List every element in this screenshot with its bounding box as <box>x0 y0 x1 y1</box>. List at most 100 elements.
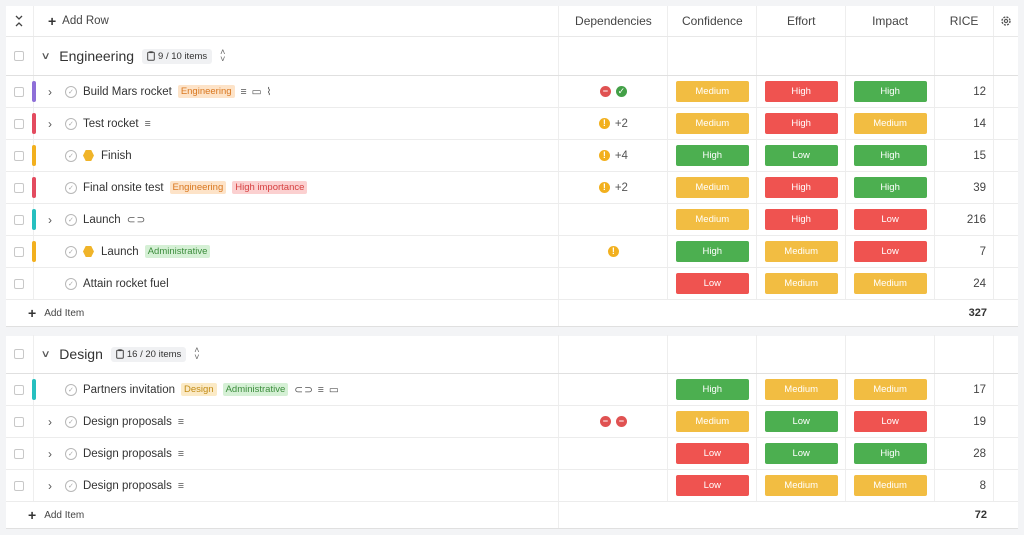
confidence-badge[interactable]: Medium <box>675 411 749 432</box>
tag-badge[interactable]: Administrative <box>144 245 211 258</box>
chevron-down-icon[interactable]: ∨ <box>40 348 51 360</box>
add-row-button[interactable]: + Add Row <box>34 14 109 28</box>
dependencies-cell[interactable]: ! <box>607 246 619 257</box>
chevron-right-icon[interactable]: › <box>47 84 52 99</box>
confidence-badge[interactable]: Low <box>675 273 749 294</box>
status-circle-icon[interactable]: ✓ <box>64 245 77 258</box>
table-row[interactable]: ✓ Attain rocket fuel Low Medium Medium 2… <box>6 268 1018 300</box>
check-icon[interactable]: ✓ <box>615 86 627 97</box>
blocked-icon[interactable]: − <box>599 86 611 97</box>
status-circle-icon[interactable]: ✓ <box>64 213 77 226</box>
status-circle-icon[interactable]: ✓ <box>64 181 77 194</box>
row-checkbox[interactable] <box>14 182 25 193</box>
table-row[interactable]: › ✓ Design proposals ≡ Low Low High 28 <box>6 438 1018 470</box>
chevron-right-icon[interactable]: › <box>47 446 52 461</box>
table-row[interactable]: › ✓ Design proposals ≡ Low Medium Medium … <box>6 470 1018 502</box>
gear-icon[interactable] <box>994 6 1018 36</box>
effort-badge[interactable]: High <box>764 177 838 198</box>
group-checkbox[interactable] <box>14 51 25 61</box>
row-checkbox[interactable] <box>14 246 25 257</box>
blocked-icon[interactable]: − <box>599 416 611 427</box>
impact-badge[interactable]: High <box>853 177 927 198</box>
chevron-right-icon[interactable]: › <box>47 212 52 227</box>
effort-badge[interactable]: Medium <box>764 241 838 262</box>
impact-badge[interactable]: Low <box>853 209 927 230</box>
warning-icon[interactable]: ! <box>598 182 610 193</box>
table-row[interactable]: › ✓ Build Mars rocket Engineering ≡ ▭ ⌇ − ✓… <box>6 76 1018 108</box>
column-header-effort[interactable]: Effort <box>757 6 847 36</box>
column-header-impact[interactable]: Impact <box>846 6 936 36</box>
tag-badge[interactable]: Administrative <box>222 383 289 396</box>
item-title[interactable]: Finish <box>100 149 132 162</box>
confidence-badge[interactable]: Low <box>675 443 749 464</box>
status-circle-icon[interactable]: ✓ <box>64 277 77 290</box>
effort-badge[interactable]: High <box>764 81 838 102</box>
dependency-more[interactable]: +4 <box>614 149 628 162</box>
item-title[interactable]: Design proposals <box>82 415 172 428</box>
row-checkbox[interactable] <box>14 384 25 395</box>
warning-icon[interactable]: ! <box>598 118 610 129</box>
tag-badge[interactable]: Engineering <box>169 181 227 194</box>
confidence-badge[interactable]: High <box>675 241 749 262</box>
chevron-right-icon[interactable]: › <box>47 414 52 429</box>
confidence-badge[interactable]: High <box>675 145 749 166</box>
confidence-badge[interactable]: Medium <box>675 81 749 102</box>
confidence-badge[interactable]: High <box>675 379 749 400</box>
status-circle-icon[interactable]: ✓ <box>64 117 77 130</box>
table-row[interactable]: ✓ Launch Administrative ! High Medium Low… <box>6 236 1018 268</box>
warning-icon[interactable]: ! <box>598 150 610 161</box>
column-header-rice[interactable]: RICE <box>935 6 994 36</box>
impact-badge[interactable]: Low <box>853 241 927 262</box>
dependencies-cell[interactable]: ! +2 <box>598 118 628 130</box>
impact-badge[interactable]: Low <box>853 411 927 432</box>
column-header-confidence[interactable]: Confidence <box>668 6 758 36</box>
effort-badge[interactable]: Medium <box>764 475 838 496</box>
impact-badge[interactable]: Medium <box>853 379 927 400</box>
impact-badge[interactable]: High <box>853 81 927 102</box>
dependencies-cell[interactable]: ! +4 <box>598 149 628 162</box>
dependency-more[interactable]: +2 <box>614 181 628 194</box>
status-circle-icon[interactable]: ✓ <box>64 383 77 396</box>
row-checkbox[interactable] <box>14 150 25 161</box>
row-checkbox[interactable] <box>14 214 25 225</box>
table-row[interactable]: › ✓ Launch ⊂⊃ Medium High Low 216 <box>6 204 1018 236</box>
dependencies-cell[interactable]: − ✓ <box>599 86 627 97</box>
item-title[interactable]: Partners invitation <box>82 383 176 396</box>
impact-badge[interactable]: High <box>853 443 927 464</box>
chevron-right-icon[interactable]: › <box>47 116 52 131</box>
add-item-button[interactable]: + Add Item <box>6 508 84 522</box>
row-checkbox[interactable] <box>14 448 25 459</box>
table-row[interactable]: › ✓ Design proposals ≡ − − Medium Low Low … <box>6 406 1018 438</box>
column-header-dependencies[interactable]: Dependencies <box>559 6 669 36</box>
item-title[interactable]: Build Mars rocket <box>82 85 172 98</box>
confidence-badge[interactable]: Medium <box>675 177 749 198</box>
table-row[interactable]: ✓ Finish ! +4 High Low High 15 <box>6 140 1018 172</box>
status-circle-icon[interactable]: ✓ <box>64 479 77 492</box>
dependencies-cell[interactable]: ! +2 <box>598 181 628 194</box>
chevron-down-icon[interactable]: ∨ <box>40 50 51 62</box>
effort-badge[interactable]: Low <box>764 411 838 432</box>
impact-badge[interactable]: Medium <box>853 113 927 134</box>
warning-icon[interactable]: ! <box>607 246 619 257</box>
effort-badge[interactable]: High <box>764 209 838 230</box>
add-item-button[interactable]: + Add Item <box>6 306 84 320</box>
confidence-badge[interactable]: Medium <box>675 113 749 134</box>
tag-badge[interactable]: Design <box>181 383 217 396</box>
row-checkbox[interactable] <box>14 278 25 289</box>
impact-badge[interactable]: Medium <box>853 475 927 496</box>
dependencies-cell[interactable]: − − <box>599 416 627 427</box>
effort-badge[interactable]: Medium <box>764 273 838 294</box>
row-checkbox[interactable] <box>14 416 25 427</box>
table-row[interactable]: › ✓ Test rocket ≡ ! +2 Medium High Medium … <box>6 108 1018 140</box>
impact-badge[interactable]: Medium <box>853 273 927 294</box>
row-checkbox[interactable] <box>14 480 25 491</box>
effort-badge[interactable]: High <box>764 113 838 134</box>
item-title[interactable]: Design proposals <box>82 447 172 460</box>
confidence-badge[interactable]: Low <box>675 475 749 496</box>
confidence-badge[interactable]: Medium <box>675 209 749 230</box>
status-circle-icon[interactable]: ✓ <box>64 85 77 98</box>
item-title[interactable]: Attain rocket fuel <box>82 277 169 290</box>
item-title[interactable]: Launch <box>82 213 121 226</box>
status-circle-icon[interactable]: ✓ <box>64 149 77 162</box>
table-row[interactable]: ✓ Partners invitation Design Administrativ… <box>6 374 1018 406</box>
